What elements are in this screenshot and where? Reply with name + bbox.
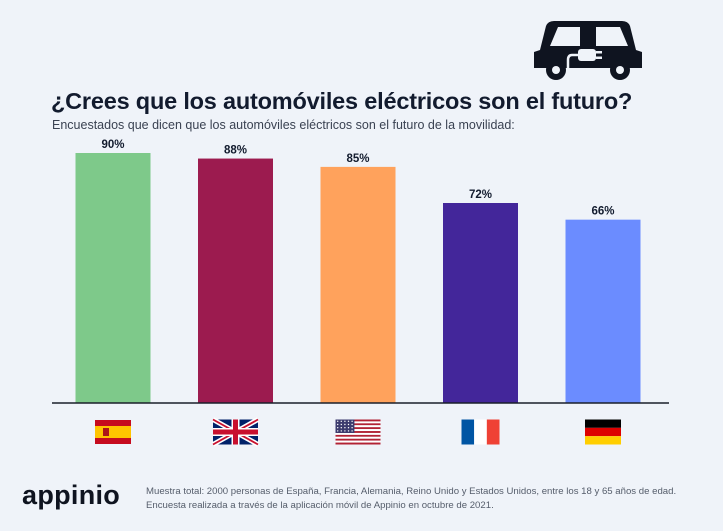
- data-label-3: 72%: [469, 189, 492, 201]
- bar-4: [565, 219, 641, 403]
- bar-3: [443, 203, 518, 403]
- chart-title: ¿Crees que los automóviles eléctricos so…: [51, 88, 633, 114]
- data-label-1: 88%: [224, 145, 247, 157]
- electric-car-icon: [534, 21, 642, 80]
- data-label-2: 85%: [346, 153, 369, 165]
- flag-germany-icon: Alemania: [585, 419, 621, 445]
- flag-france-icon: Francia: [461, 419, 500, 445]
- flag-usa-icon: Estados Unidos: [335, 419, 381, 445]
- data-label-4: 66%: [591, 206, 614, 218]
- footnote: Muestra total: 2000 personas de España, …: [146, 486, 677, 511]
- flag-uk-icon: Reino Unido: [211, 417, 260, 447]
- data-label-0: 90%: [101, 139, 124, 151]
- flag-spain-icon: España: [95, 420, 131, 444]
- bar-0: [75, 153, 151, 403]
- appinio-logo: appinio: [22, 480, 121, 510]
- bar-1: [198, 158, 273, 403]
- bar-2: [320, 166, 396, 403]
- chart-subtitle: Encuestados que dicen que los automóvile…: [52, 118, 515, 132]
